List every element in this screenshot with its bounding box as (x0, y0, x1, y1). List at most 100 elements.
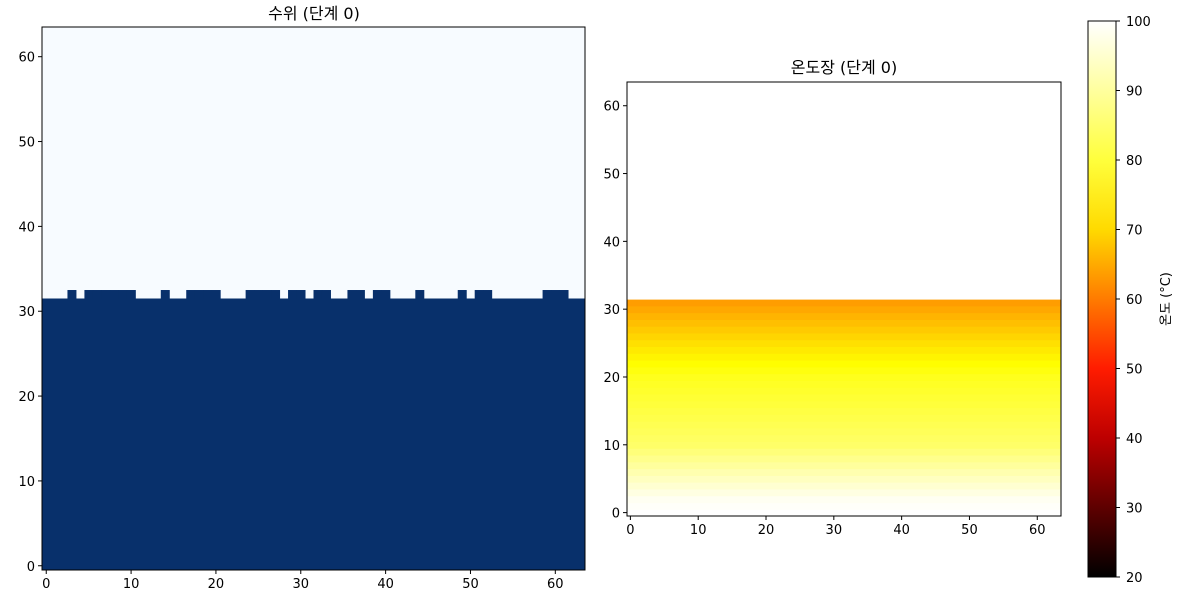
heatmap-row (627, 488, 1061, 497)
heatmap-cell (84, 290, 94, 299)
temperature-heatmap (627, 82, 1061, 517)
temperature-title: 온도장 (단계 0) (791, 58, 897, 77)
heatmap-cell (474, 290, 484, 299)
heatmap-cell (245, 290, 255, 299)
heatmap-cell (271, 290, 281, 299)
y-tick-label: 30 (18, 305, 35, 320)
heatmap-row (627, 265, 1061, 273)
heatmap-row (627, 387, 1061, 395)
heatmap-row (627, 210, 1061, 219)
heatmap-row (627, 407, 1061, 415)
heatmap-row (627, 156, 1061, 164)
heatmap-cell (551, 290, 561, 299)
plot-frame (41, 26, 586, 571)
heatmap-row (627, 190, 1061, 198)
x-tick-label: 40 (377, 577, 394, 592)
y-tick-label: 20 (18, 390, 35, 405)
heatmap-row (627, 122, 1061, 131)
heatmap-row (627, 217, 1061, 226)
x-tick-label: 0 (42, 577, 50, 592)
heatmap-row (627, 129, 1061, 137)
heatmap-row (627, 319, 1061, 327)
y-tick-label: 10 (18, 475, 35, 490)
heatmap-row (627, 285, 1061, 293)
y-tick-label: 60 (603, 100, 620, 115)
heatmap-cell (203, 290, 213, 299)
water-level-title: 수위 (단계 0) (268, 4, 360, 23)
heatmap-row (627, 461, 1061, 470)
heatmap-row (627, 258, 1061, 266)
temperature-panel: 온도장 (단계 0) 0 10 20 30 40 50 60 0 10 20 30 40 50 60 (603, 58, 1062, 538)
heatmap-cell (313, 290, 323, 299)
y-tick-label: 10 (603, 439, 620, 454)
heatmap-row (627, 102, 1061, 110)
y-tick-label: 50 (603, 168, 620, 183)
colorbar-tick-label: 100 (1126, 15, 1151, 30)
heatmap-row (627, 502, 1061, 510)
heatmap-cell (415, 290, 425, 299)
heatmap-row (627, 495, 1061, 504)
heatmap-row (627, 176, 1061, 185)
heatmap-cell (118, 290, 128, 299)
heatmap-row (627, 353, 1061, 361)
y-tick-label: 0 (612, 507, 620, 522)
heatmap-row (627, 326, 1061, 334)
x-tick-label: 20 (758, 523, 775, 538)
y-tick-label: 0 (27, 560, 35, 575)
heatmap-row (627, 244, 1061, 253)
heatmap-cell (126, 290, 136, 299)
y-tick-label: 30 (603, 303, 620, 318)
y-tick-label: 60 (18, 51, 35, 66)
heatmap-row (627, 204, 1061, 212)
heatmap-cell (321, 290, 331, 299)
x-tick-label: 50 (961, 523, 978, 538)
heatmap-row (627, 346, 1061, 354)
heatmap-row (627, 468, 1061, 476)
heatmap-row (627, 448, 1061, 456)
heatmap-row (627, 332, 1061, 341)
heatmap-row (627, 136, 1061, 144)
heatmap-row (627, 82, 1061, 90)
colorbar-tick-label: 30 (1126, 502, 1143, 517)
heatmap-row (627, 149, 1061, 158)
plot-frame (626, 81, 1062, 517)
heatmap-cell (194, 290, 204, 299)
heatmap-row (627, 163, 1061, 171)
heatmap-row (627, 109, 1061, 117)
heatmap-row (627, 454, 1061, 463)
y-tick-label: 20 (603, 371, 620, 386)
x-tick-label: 60 (1029, 523, 1046, 538)
heatmap-cell (101, 290, 111, 299)
heatmap-row (627, 88, 1061, 97)
water-level-panel: 수위 (단계 0) 0 10 20 30 40 50 60 0 10 20 30 40 50 60 (18, 4, 586, 592)
heatmap-row (627, 400, 1061, 409)
heatmap-row (627, 475, 1061, 483)
x-tick-label: 30 (293, 577, 310, 592)
temperature-colorbar: 20 30 40 50 60 70 80 90 100 온도 (°C) (1087, 15, 1174, 586)
heatmap-cell (254, 290, 264, 299)
heatmap-row (627, 299, 1061, 307)
heatmap-row (627, 312, 1061, 320)
heatmap-row (627, 393, 1061, 402)
heatmap-cell (347, 290, 357, 299)
colorbar-gradient (1087, 20, 1117, 578)
colorbar-tick-label: 90 (1126, 85, 1143, 100)
colorbar-tick-label: 60 (1126, 293, 1143, 308)
heatmap-row (627, 278, 1061, 287)
heatmap-row (627, 373, 1061, 381)
colorbar-tick-label: 80 (1126, 154, 1143, 169)
colorbar-ticks: 20 30 40 50 60 70 80 90 100 (1116, 15, 1151, 586)
heatmap-cell (542, 290, 552, 299)
heatmap-cell (160, 290, 170, 299)
colorbar-tick-label: 70 (1126, 224, 1143, 239)
heatmap-row (627, 292, 1061, 300)
heatmap-row (627, 366, 1061, 375)
heatmap-row (627, 143, 1061, 151)
colorbar-label: 온도 (°C) (1159, 272, 1174, 326)
heatmap-row (627, 441, 1061, 449)
heatmap-cell (296, 290, 306, 299)
heatmap-cell (109, 290, 119, 299)
heatmap-row (627, 224, 1061, 232)
colorbar-tick-label: 20 (1126, 571, 1143, 586)
